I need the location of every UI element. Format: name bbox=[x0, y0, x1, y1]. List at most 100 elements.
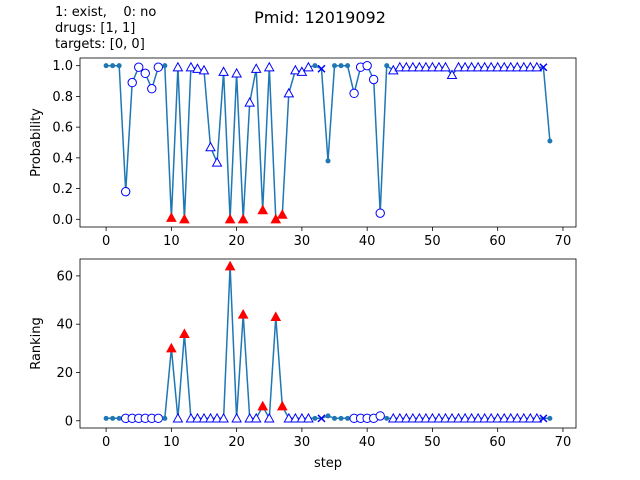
point-dot bbox=[345, 415, 351, 421]
point-red-triangle bbox=[224, 213, 236, 224]
point-triangle bbox=[433, 61, 445, 72]
point-red-triangle bbox=[237, 213, 249, 224]
point-triangle bbox=[172, 412, 184, 423]
point-red-triangle bbox=[179, 328, 190, 338]
point-triangle bbox=[244, 97, 256, 107]
point-triangle bbox=[218, 66, 229, 76]
point-triangle bbox=[414, 412, 425, 423]
point-triangle bbox=[172, 61, 184, 72]
point-triangle bbox=[192, 63, 203, 73]
y-tick-label: 0 bbox=[65, 414, 73, 429]
y-tick-label: 60 bbox=[56, 269, 73, 284]
point-circle bbox=[147, 84, 157, 94]
point-triangle bbox=[198, 412, 210, 423]
x-axis-label: step bbox=[314, 456, 342, 471]
point-circle bbox=[127, 77, 137, 88]
point-triangle bbox=[453, 412, 464, 423]
annotation-line-2: drugs: [1, 1] bbox=[55, 21, 135, 36]
point-circle bbox=[375, 411, 385, 421]
x-tick-label: 30 bbox=[294, 435, 311, 450]
point-triangle bbox=[466, 412, 477, 423]
y-tick-label: 0.4 bbox=[52, 151, 73, 166]
axes-frame bbox=[79, 258, 577, 429]
point-triangle bbox=[427, 61, 438, 72]
point-dot bbox=[312, 63, 318, 69]
point-triangle bbox=[420, 61, 432, 72]
point-circle bbox=[120, 186, 131, 197]
series-line bbox=[106, 266, 550, 421]
point-red-triangle bbox=[179, 213, 190, 224]
point-x bbox=[317, 414, 326, 423]
point-triangle bbox=[211, 412, 223, 423]
point-triangle bbox=[498, 412, 510, 423]
point-dot bbox=[116, 415, 122, 421]
point-triangle bbox=[400, 412, 412, 423]
point-dot bbox=[103, 415, 109, 421]
point-triangle bbox=[531, 61, 543, 72]
y-tick-label: 1.0 bbox=[52, 59, 73, 74]
point-triangle bbox=[244, 412, 256, 423]
point-red-triangle bbox=[237, 308, 249, 319]
point-circle bbox=[349, 88, 359, 99]
x-tick-label: 50 bbox=[424, 234, 441, 249]
point-triangle bbox=[400, 61, 412, 72]
point-circle bbox=[153, 62, 164, 72]
point-triangle bbox=[192, 412, 203, 423]
point-triangle bbox=[505, 61, 517, 72]
point-red-triangle bbox=[270, 213, 282, 224]
x-tick-label: 40 bbox=[359, 234, 376, 249]
point-triangle bbox=[218, 412, 229, 423]
annotation-line-3: targets: [0, 0] bbox=[55, 37, 145, 52]
point-circle bbox=[375, 208, 385, 218]
point-triangle bbox=[518, 412, 530, 423]
point-dot bbox=[110, 415, 116, 421]
point-triangle bbox=[296, 412, 308, 423]
point-triangle bbox=[479, 61, 490, 72]
point-dot bbox=[116, 63, 122, 69]
point-triangle bbox=[283, 412, 295, 423]
x-tick-label: 10 bbox=[163, 435, 180, 450]
point-triangle bbox=[459, 412, 471, 423]
point-triangle bbox=[511, 61, 523, 72]
point-triangle bbox=[498, 61, 510, 72]
x-tick-label: 60 bbox=[489, 234, 506, 249]
point-triangle bbox=[263, 61, 275, 72]
point-triangle bbox=[427, 412, 438, 423]
point-red-triangle bbox=[257, 204, 269, 215]
point-circle bbox=[368, 74, 379, 85]
point-triangle bbox=[472, 412, 484, 423]
point-dot bbox=[325, 413, 331, 419]
point-circle bbox=[153, 413, 164, 424]
point-dot bbox=[384, 63, 390, 69]
probability-axes: 0 10 20 30 40 50 60 70 0.0 0.2 0.4 0.6 0.8 1.0 Probabi… bbox=[29, 57, 577, 249]
point-triangle bbox=[303, 61, 314, 72]
point-triangle bbox=[446, 412, 458, 423]
point-dot bbox=[547, 138, 553, 144]
point-triangle bbox=[446, 69, 458, 79]
point-triangle bbox=[296, 66, 308, 76]
point-x bbox=[317, 64, 326, 73]
point-triangle bbox=[511, 412, 523, 423]
point-triangle bbox=[459, 61, 471, 72]
point-triangle bbox=[420, 412, 432, 423]
point-triangle bbox=[492, 412, 504, 423]
point-red-triangle bbox=[270, 311, 282, 322]
y-tick-label: 0.6 bbox=[52, 121, 73, 136]
point-triangle bbox=[231, 412, 242, 423]
point-triangle bbox=[505, 412, 517, 423]
point-triangle bbox=[466, 61, 477, 72]
point-triangle bbox=[440, 412, 451, 423]
point-dot bbox=[338, 63, 344, 69]
y-tick-label: 0.8 bbox=[52, 90, 73, 105]
point-triangle bbox=[211, 156, 223, 167]
point-red-triangle bbox=[257, 400, 269, 411]
x-tick-label: 0 bbox=[102, 435, 110, 450]
point-triangle bbox=[472, 61, 484, 72]
point-triangle bbox=[250, 63, 262, 73]
point-triangle bbox=[479, 412, 490, 423]
point-x bbox=[539, 63, 548, 72]
point-dot bbox=[332, 63, 338, 69]
point-dot bbox=[162, 415, 168, 421]
y-axis-label: Probability bbox=[29, 108, 44, 177]
